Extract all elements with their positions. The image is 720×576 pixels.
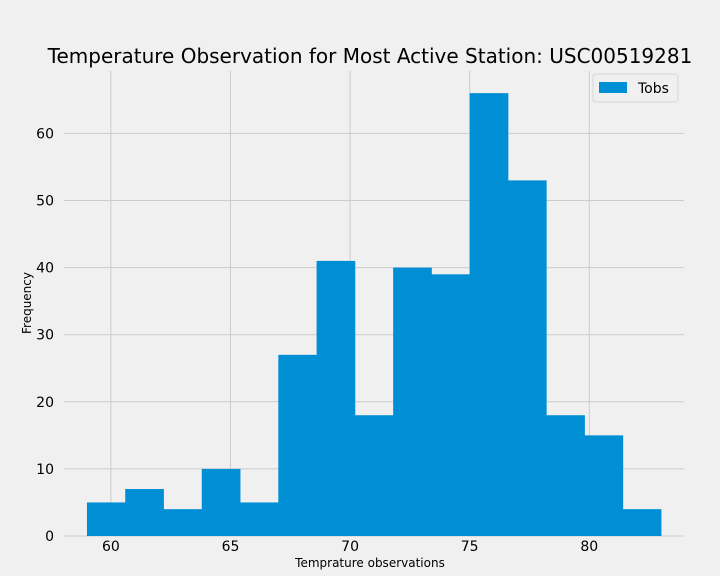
histogram-bar	[163, 509, 203, 536]
legend: Tobs	[592, 73, 679, 103]
histogram-bar	[354, 415, 394, 536]
x-axis-label: Temprature observations	[294, 556, 445, 570]
legend-box	[592, 73, 679, 103]
histogram-bar	[125, 489, 164, 536]
histogram-bar	[469, 93, 509, 537]
histogram-bar	[431, 274, 471, 536]
y-tick-label: 10	[36, 462, 54, 478]
histogram-bar	[240, 502, 279, 536]
histogram-bar	[86, 502, 126, 536]
x-tick-label: 80	[580, 539, 598, 555]
chart-title: Temperature Observation for Most Active …	[47, 44, 693, 68]
x-tick-label: 60	[102, 539, 120, 555]
histogram-bar	[546, 415, 585, 536]
legend-swatch	[599, 82, 627, 93]
y-tick-label: 30	[36, 328, 54, 344]
x-tick-label: 70	[341, 539, 359, 555]
histogram-bar	[316, 260, 356, 536]
histogram-bars	[86, 93, 662, 537]
x-tick-label: 75	[461, 539, 479, 555]
histogram-bar	[507, 180, 547, 536]
y-tick-label: 20	[36, 395, 54, 411]
x-tick-label: 65	[222, 539, 240, 555]
y-axis-ticks: 0 10 20 30 40 50 60	[36, 126, 54, 545]
x-axis-ticks: 60 65 70 75 80	[102, 539, 598, 555]
y-axis-label: Frequency	[20, 272, 34, 334]
histogram-bar	[278, 354, 317, 536]
histogram-bar	[201, 468, 241, 536]
histogram-bar	[393, 267, 432, 536]
legend-label: Tobs	[637, 81, 669, 97]
y-tick-label: 60	[36, 126, 54, 142]
y-tick-label: 40	[36, 261, 54, 277]
histogram-bar	[622, 509, 662, 536]
y-tick-label: 50	[36, 194, 54, 210]
histogram-bar	[584, 435, 624, 536]
y-tick-label: 0	[45, 529, 54, 545]
